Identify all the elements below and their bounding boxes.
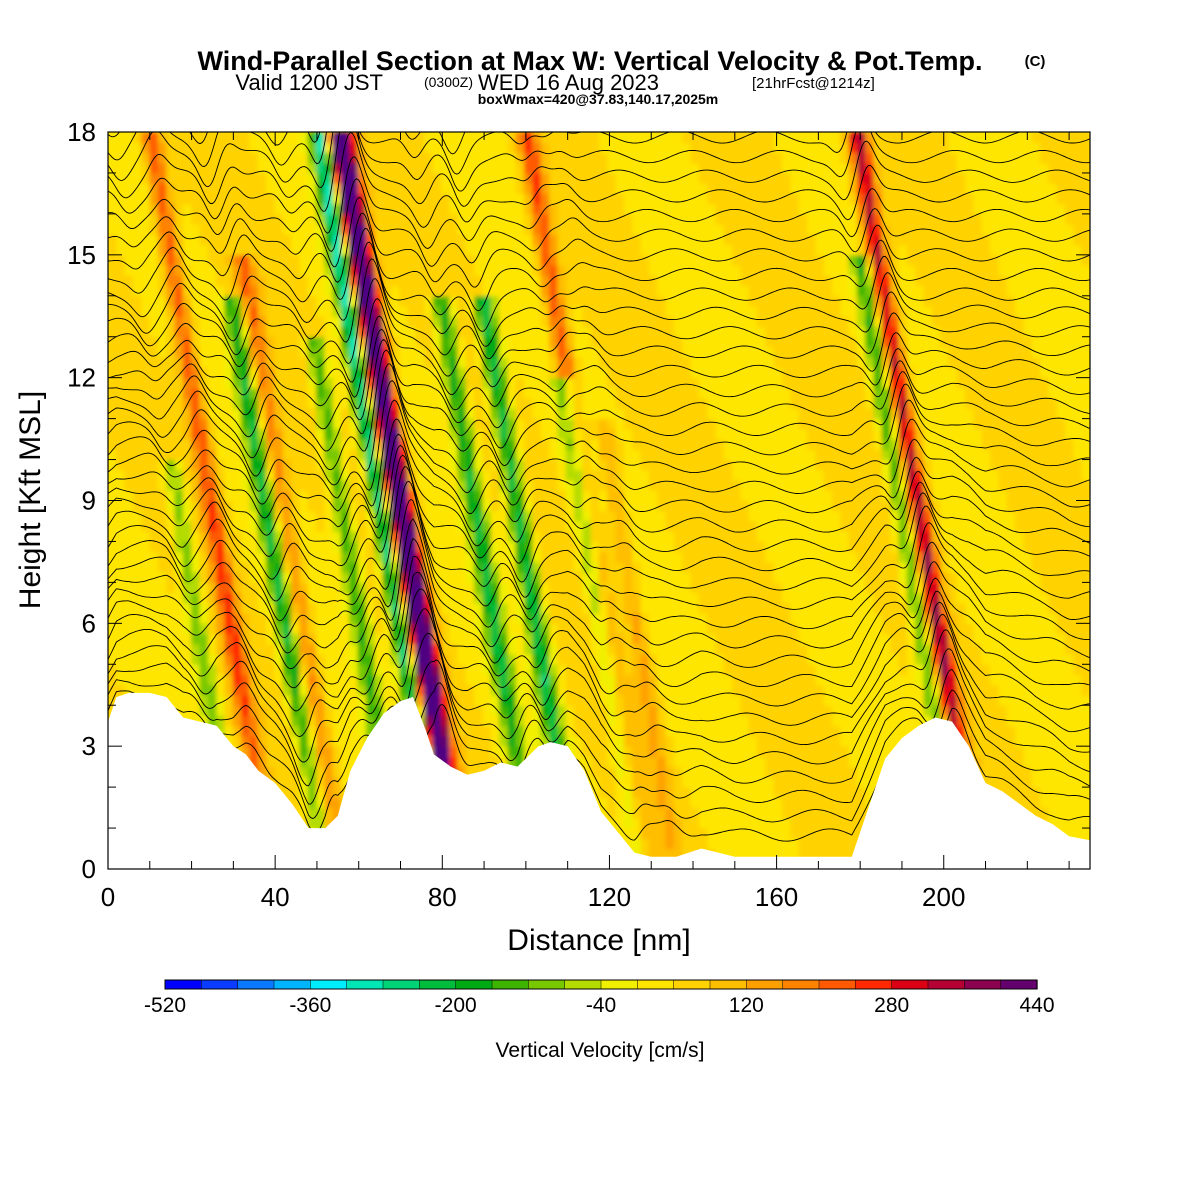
valid-utc: (0300Z) <box>424 74 473 90</box>
valid-line: Valid 1200 JST (0300Z) WED 16 Aug 2023 [… <box>235 70 874 95</box>
colorbar-swatch <box>273 979 311 990</box>
colorbar: -520 -360 -200 -40 120 280 440 <box>144 979 1055 1017</box>
y-tick-label: 12 <box>67 363 96 393</box>
colorbar-tick-label: 440 <box>1019 994 1054 1017</box>
x-tick-label: 80 <box>428 882 457 912</box>
colorbar-tick-label: -520 <box>144 994 186 1017</box>
y-tick-label: 3 <box>82 731 96 761</box>
pot-temp-contours <box>108 132 1090 842</box>
colorbar-swatch <box>491 979 529 990</box>
colorbar-swatch <box>310 979 348 990</box>
y-tick-label: 0 <box>82 854 96 884</box>
colorbar-swatch <box>818 979 856 990</box>
x-tick-label: 200 <box>922 882 965 912</box>
y-axis: 0 3 6 9 12 15 18 <box>67 117 1090 884</box>
y-tick-label: 15 <box>67 240 96 270</box>
x-axis: 0 40 80 120 160 200 <box>101 132 1070 912</box>
colorbar-tick-label: -360 <box>289 994 331 1017</box>
colorbar-swatch <box>782 979 820 990</box>
colorbar-swatch <box>346 979 384 990</box>
colorbar-tick-label: 280 <box>874 994 909 1017</box>
y-axis-label: Height [Kft MSL] <box>14 391 47 609</box>
colorbar-swatch <box>637 979 675 990</box>
x-tick-label: 40 <box>261 882 290 912</box>
terrain-mask <box>108 692 1090 869</box>
colorbar-tick-label: -40 <box>586 994 616 1017</box>
y-tick-label: 18 <box>67 117 96 147</box>
x-axis-label: Distance [nm] <box>507 924 690 957</box>
colorbar-swatch <box>237 979 275 990</box>
plot-area <box>108 132 1090 869</box>
copyright-mark: (C) <box>1025 53 1046 70</box>
colorbar-swatch <box>455 979 493 990</box>
colorbar-swatch <box>855 979 893 990</box>
colorbar-swatch <box>673 979 711 990</box>
colorbar-swatch <box>382 979 420 990</box>
colorbar-swatch <box>891 979 929 990</box>
colorbar-tick-label: 120 <box>729 994 764 1017</box>
box-info: boxWmax=420@37.83,140.17,2025m <box>478 91 719 107</box>
colorbar-swatch <box>419 979 457 990</box>
chart-title: Wind-Parallel Section at Max W: Vertical… <box>198 46 983 76</box>
colorbar-swatch <box>964 979 1002 990</box>
valid-date: WED 16 Aug 2023 <box>478 70 659 95</box>
y-tick-label: 6 <box>82 608 96 638</box>
colorbar-swatch <box>600 979 638 990</box>
forecast-info: [21hrFcst@1214z] <box>752 75 875 92</box>
colorbar-swatch <box>564 979 602 990</box>
colorbar-swatch <box>201 979 239 990</box>
x-tick-label: 120 <box>588 882 631 912</box>
y-tick-label: 9 <box>82 486 96 516</box>
colorbar-swatch <box>1000 979 1038 990</box>
colorbar-tick-label: -200 <box>435 994 477 1017</box>
colorbar-swatch <box>927 979 965 990</box>
colorbar-swatch <box>709 979 747 990</box>
x-tick-label: 0 <box>101 882 115 912</box>
colorbar-swatch <box>746 979 784 990</box>
x-tick-label: 160 <box>755 882 798 912</box>
colorbar-swatch <box>528 979 566 990</box>
valid-prefix: Valid 1200 JST <box>235 70 383 95</box>
colorbar-label: Vertical Velocity [cm/s] <box>496 1039 705 1062</box>
colorbar-swatch <box>164 979 202 990</box>
